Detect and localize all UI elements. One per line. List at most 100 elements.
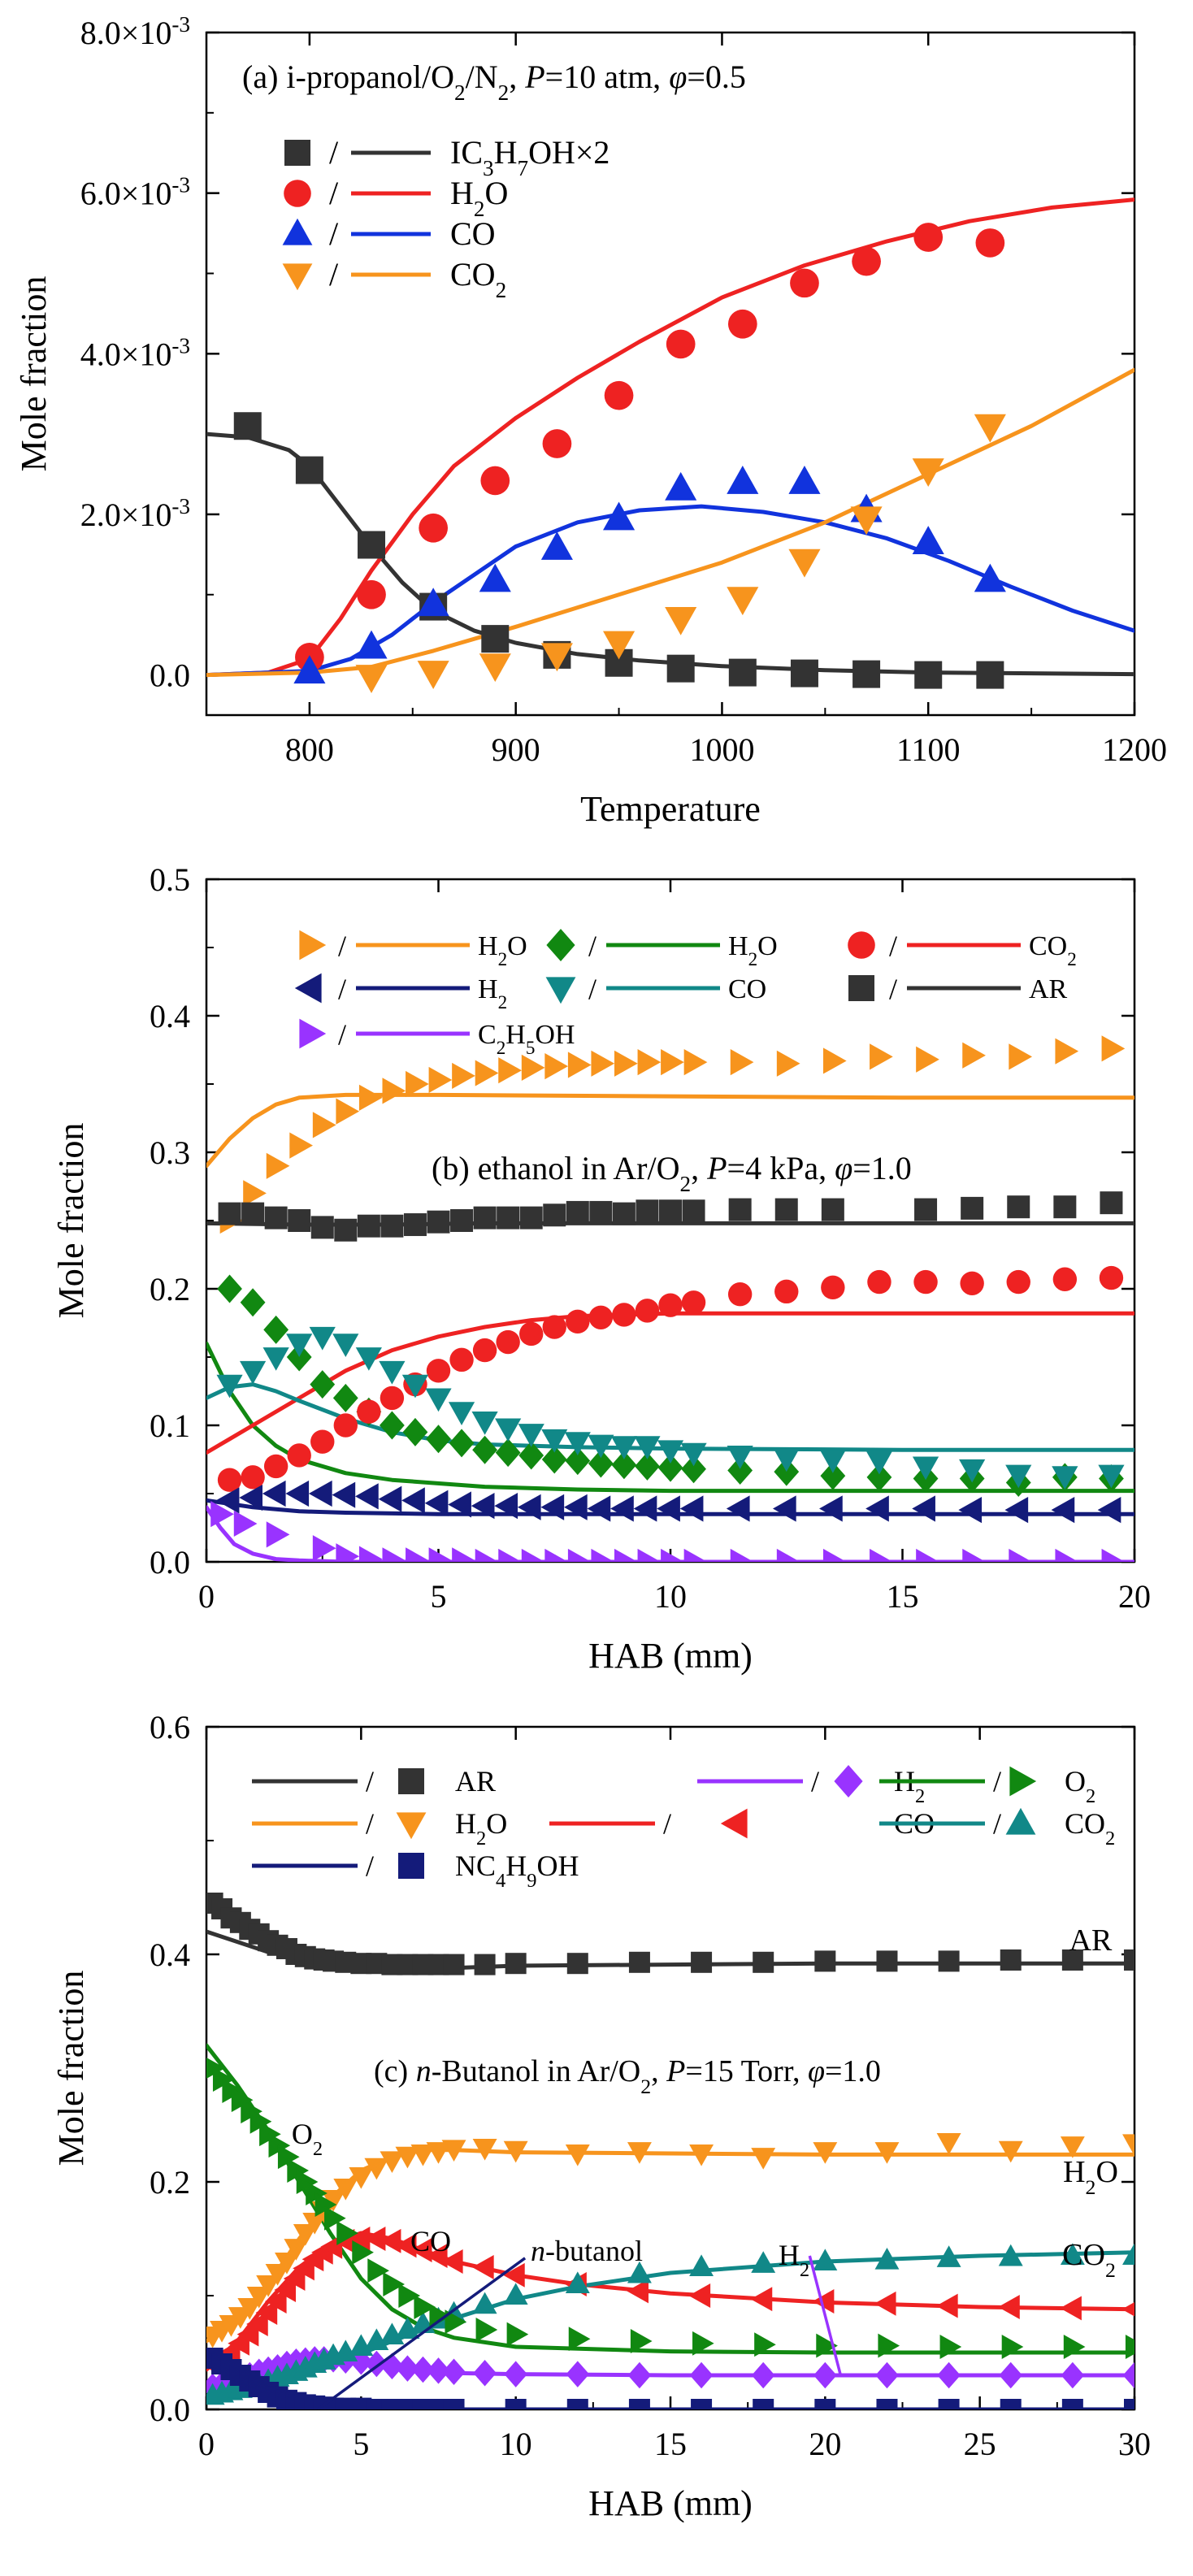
data-point-h2o bbox=[336, 1098, 360, 1125]
x-tick-label: 1200 bbox=[1102, 731, 1167, 768]
data-point-h2o bbox=[358, 1084, 383, 1111]
model-line-co2 bbox=[206, 367, 1134, 678]
data-point-h2 bbox=[610, 1495, 634, 1522]
data-point-h2o bbox=[357, 579, 386, 609]
data-point-h2o bbox=[1009, 1043, 1033, 1070]
data-point-h2 bbox=[332, 1481, 356, 1508]
y-tick-label: 8.0×10-3 bbox=[80, 12, 190, 51]
data-point-o2 bbox=[475, 2318, 498, 2342]
data-point-c2h5oh bbox=[406, 1547, 429, 1562]
x-tick-label: 10 bbox=[654, 1578, 687, 1615]
data-point-nc4h9oh bbox=[1061, 2399, 1083, 2409]
data-point-o2 bbox=[231, 2088, 254, 2113]
data-point-ar bbox=[334, 1218, 358, 1242]
data-point-h2o bbox=[813, 2142, 838, 2164]
data-point-h2o bbox=[426, 2142, 451, 2164]
data-point-h2o bbox=[936, 2132, 961, 2155]
data-point-o2 bbox=[315, 2192, 337, 2217]
data-point-h2 bbox=[564, 1494, 588, 1520]
data-point-h2o bbox=[426, 1425, 451, 1454]
legend-marker-co bbox=[282, 218, 313, 245]
legend-marker-h2o bbox=[284, 180, 311, 207]
legend-marker-co2 bbox=[282, 263, 313, 291]
data-point-co bbox=[286, 1334, 313, 1357]
data-point-co bbox=[236, 2322, 259, 2347]
data-point-h2o bbox=[452, 1062, 475, 1090]
data-point-c2h5oh bbox=[776, 1548, 800, 1562]
data-point-nc4h9oh bbox=[814, 2399, 836, 2409]
panel-b: 0 5 10 15 20 0.0 0.1 0.2 0.3 0.4 0.5 HAB (mm) Mole f… bbox=[51, 861, 1151, 1676]
annotation-n-butanol: n-butanol bbox=[531, 2235, 643, 2267]
panel-title: (a) i-propanol/O2/N2, P=10 atm, φ=0.5 bbox=[242, 59, 746, 105]
data-point-ar bbox=[1053, 1195, 1077, 1219]
data-point-co2 bbox=[364, 2328, 389, 2351]
data-point-h2o bbox=[565, 1446, 591, 1476]
data-point-ar bbox=[821, 1198, 844, 1221]
data-point-h2o bbox=[406, 1070, 429, 1098]
data-point-c2h5oh bbox=[730, 1548, 754, 1562]
data-point-co2 bbox=[612, 1303, 636, 1327]
data-point-h2o bbox=[820, 1461, 846, 1490]
data-point-h2 bbox=[566, 2361, 590, 2387]
data-point-co2 bbox=[850, 506, 883, 536]
data-point-h2o bbox=[332, 1383, 358, 1412]
data-point-co bbox=[865, 1451, 893, 1475]
data-point-co2 bbox=[813, 2249, 838, 2271]
data-point-co2 bbox=[395, 2317, 420, 2340]
data-point-co2 bbox=[998, 2244, 1023, 2266]
x-tick-label: 5 bbox=[353, 2426, 369, 2462]
data-point-h2o bbox=[518, 1441, 544, 1470]
data-point-nc4h9oh bbox=[628, 2399, 650, 2409]
data-point-co bbox=[998, 2295, 1020, 2319]
data-point-h2 bbox=[504, 2361, 527, 2387]
data-point-c2h5oh bbox=[428, 1547, 453, 1562]
data-point-co bbox=[417, 588, 449, 617]
data-point-h2o bbox=[503, 2140, 528, 2163]
data-point-c2h5oh bbox=[1055, 1548, 1079, 1562]
data-point-ic3h7oh×2 bbox=[852, 660, 881, 688]
data-point-h2o bbox=[310, 1370, 336, 1399]
data-point-co bbox=[425, 1388, 452, 1412]
data-point-h2 bbox=[875, 2361, 899, 2389]
panel-c: 0 5 10 15 20 25 30 0.0 0.2 0.4 0.6 HAB (mm) Mole fra… bbox=[51, 1709, 1151, 2523]
data-point-h2 bbox=[494, 1493, 518, 1520]
data-point-h2 bbox=[471, 1493, 495, 1520]
x-tick-label: 1000 bbox=[689, 731, 754, 768]
data-point-h2o bbox=[395, 2146, 420, 2169]
y-axis-label: Mole fraction bbox=[51, 1971, 91, 2166]
legend-slash: / bbox=[811, 1765, 819, 1798]
data-point-h2 bbox=[424, 1490, 449, 1516]
data-point-h2o bbox=[321, 2189, 346, 2212]
plot-area bbox=[206, 1035, 1134, 1562]
data-point-co2 bbox=[263, 1454, 288, 1479]
data-point-h2o bbox=[962, 1042, 986, 1069]
data-point-h2 bbox=[958, 1497, 983, 1524]
data-point-co2 bbox=[333, 1413, 358, 1438]
data-point-co2 bbox=[503, 2283, 528, 2305]
data-point-h2o bbox=[870, 1043, 893, 1070]
data-point-o2 bbox=[383, 2272, 405, 2296]
data-point-co bbox=[680, 1442, 707, 1467]
data-point-h2o bbox=[776, 1050, 800, 1077]
data-point-nc4h9oh bbox=[566, 2399, 588, 2409]
data-point-co2 bbox=[217, 1468, 242, 1492]
data-point-h2o bbox=[822, 1047, 847, 1074]
data-point-c2h5oh bbox=[498, 1548, 522, 1562]
data-point-h2o bbox=[495, 1438, 521, 1468]
data-point-h2 bbox=[411, 2356, 435, 2383]
data-point-c2h5oh bbox=[870, 1548, 893, 1562]
data-point-co bbox=[564, 1432, 591, 1455]
data-point-nc4h9oh bbox=[753, 2399, 774, 2409]
x-tick-label: 20 bbox=[809, 2426, 841, 2462]
data-point-co bbox=[518, 1424, 544, 1447]
data-point-h2o bbox=[472, 2138, 497, 2161]
x-tick-label: 15 bbox=[887, 1578, 919, 1615]
data-point-co2 bbox=[1099, 1265, 1124, 1290]
legend-label-nc4h9oh: NC4H9OH bbox=[455, 1850, 579, 1892]
data-point-c2h5oh bbox=[336, 1543, 360, 1562]
data-point-ar bbox=[876, 1950, 898, 1972]
data-point-c2h5oh bbox=[683, 1548, 708, 1562]
data-point-co2 bbox=[310, 1429, 335, 1454]
data-point-h2 bbox=[587, 1495, 611, 1522]
